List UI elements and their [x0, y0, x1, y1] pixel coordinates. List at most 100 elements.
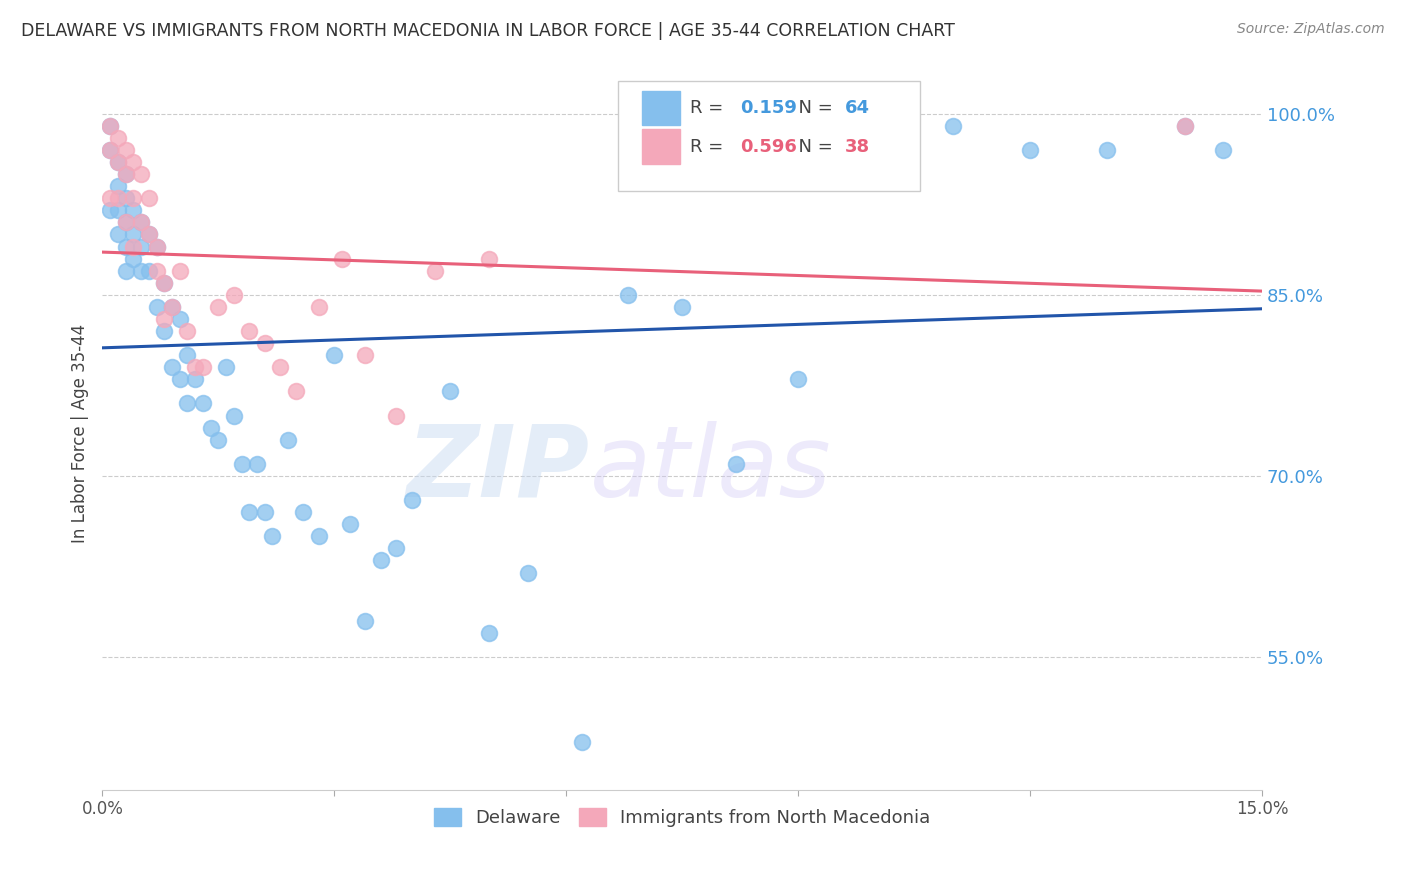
- Point: [184, 372, 207, 386]
- Point: [222, 287, 245, 301]
- Point: [942, 119, 965, 133]
- Point: [478, 252, 501, 266]
- Y-axis label: In Labor Force | Age 35-44: In Labor Force | Age 35-44: [72, 324, 89, 543]
- Point: [253, 505, 276, 519]
- Point: [262, 529, 284, 543]
- Point: [153, 324, 176, 338]
- Point: [439, 384, 461, 399]
- Point: [215, 360, 238, 375]
- Point: [98, 191, 121, 205]
- Text: N =: N =: [786, 99, 838, 117]
- Point: [191, 396, 214, 410]
- Point: [238, 324, 260, 338]
- Point: [145, 239, 167, 253]
- Point: [617, 287, 640, 301]
- Text: R =: R =: [690, 99, 730, 117]
- Point: [153, 276, 176, 290]
- Text: Source: ZipAtlas.com: Source: ZipAtlas.com: [1237, 22, 1385, 37]
- Point: [107, 203, 129, 218]
- Point: [122, 155, 145, 169]
- Point: [169, 263, 191, 277]
- Point: [114, 263, 136, 277]
- Point: [114, 239, 136, 253]
- Point: [865, 119, 887, 133]
- Point: [145, 239, 167, 253]
- FancyBboxPatch shape: [641, 91, 681, 125]
- Point: [1212, 143, 1234, 157]
- Point: [1019, 143, 1042, 157]
- Point: [98, 203, 121, 218]
- Point: [129, 263, 152, 277]
- Point: [571, 734, 593, 748]
- Legend: Delaware, Immigrants from North Macedonia: Delaware, Immigrants from North Macedoni…: [426, 800, 938, 834]
- Point: [222, 409, 245, 423]
- Point: [292, 505, 315, 519]
- Point: [308, 529, 330, 543]
- Point: [370, 553, 392, 567]
- Point: [107, 227, 129, 242]
- Point: [176, 396, 198, 410]
- Text: DELAWARE VS IMMIGRANTS FROM NORTH MACEDONIA IN LABOR FORCE | AGE 35-44 CORRELATI: DELAWARE VS IMMIGRANTS FROM NORTH MACEDO…: [21, 22, 955, 40]
- Point: [246, 457, 269, 471]
- Point: [1174, 119, 1197, 133]
- FancyBboxPatch shape: [619, 81, 920, 192]
- Point: [354, 614, 377, 628]
- Point: [516, 566, 538, 580]
- Text: 64: 64: [845, 99, 869, 117]
- Point: [114, 191, 136, 205]
- Point: [1174, 119, 1197, 133]
- Point: [122, 227, 145, 242]
- Point: [129, 167, 152, 181]
- Point: [145, 263, 167, 277]
- Point: [284, 384, 307, 399]
- Text: 38: 38: [845, 137, 870, 155]
- FancyBboxPatch shape: [641, 129, 681, 163]
- Text: R =: R =: [690, 137, 730, 155]
- Point: [176, 324, 198, 338]
- Text: N =: N =: [786, 137, 838, 155]
- Point: [330, 252, 353, 266]
- Point: [169, 372, 191, 386]
- Point: [385, 409, 408, 423]
- Point: [1097, 143, 1119, 157]
- Point: [114, 143, 136, 157]
- Point: [184, 360, 207, 375]
- Point: [114, 167, 136, 181]
- Point: [122, 203, 145, 218]
- Point: [129, 215, 152, 229]
- Point: [160, 300, 183, 314]
- Point: [200, 420, 222, 434]
- Point: [160, 360, 183, 375]
- Point: [129, 215, 152, 229]
- Point: [122, 191, 145, 205]
- Point: [308, 300, 330, 314]
- Point: [671, 300, 693, 314]
- Point: [122, 252, 145, 266]
- Point: [725, 457, 748, 471]
- Point: [114, 215, 136, 229]
- Point: [114, 167, 136, 181]
- Point: [423, 263, 446, 277]
- Point: [401, 493, 423, 508]
- Point: [107, 155, 129, 169]
- Text: 0.159: 0.159: [740, 99, 797, 117]
- Point: [153, 312, 176, 326]
- Point: [787, 372, 810, 386]
- Point: [339, 517, 361, 532]
- Point: [107, 131, 129, 145]
- Text: 0.596: 0.596: [740, 137, 797, 155]
- Text: ZIP: ZIP: [406, 421, 589, 517]
- Point: [138, 227, 160, 242]
- Point: [129, 239, 152, 253]
- Point: [138, 191, 160, 205]
- Point: [277, 433, 299, 447]
- Point: [145, 300, 167, 314]
- Point: [107, 155, 129, 169]
- Point: [153, 276, 176, 290]
- Point: [107, 179, 129, 194]
- Point: [176, 348, 198, 362]
- Point: [385, 541, 408, 556]
- Point: [138, 227, 160, 242]
- Point: [169, 312, 191, 326]
- Point: [323, 348, 346, 362]
